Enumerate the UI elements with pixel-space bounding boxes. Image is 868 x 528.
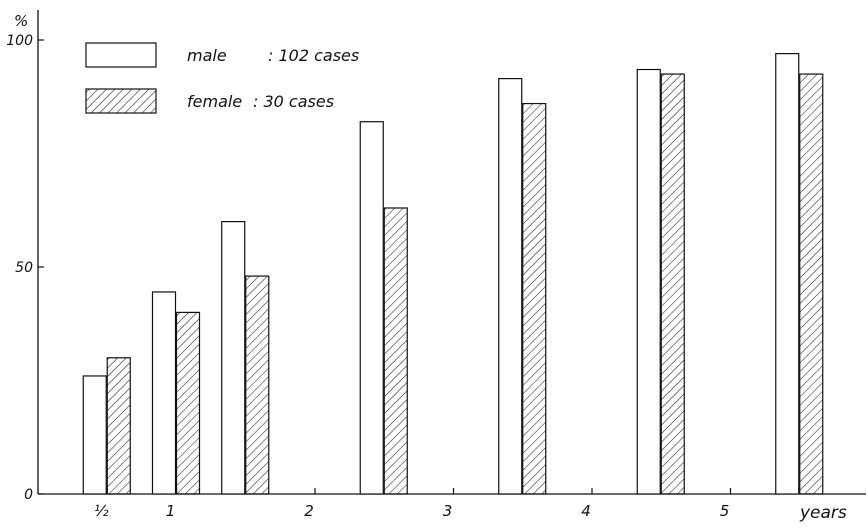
bar-female — [799, 73, 824, 495]
y-tick-label: 0 — [24, 487, 33, 503]
bar-female — [522, 102, 547, 495]
x-tick-label: 5 — [720, 502, 730, 520]
bar-male — [359, 121, 384, 495]
bars — [82, 53, 824, 495]
x-tick-label: 2 — [304, 502, 314, 520]
y-axis-label: % — [14, 12, 28, 30]
legend: male : 102 cases female : 30 cases — [85, 42, 359, 114]
bar-male — [498, 77, 523, 495]
x-tick-label: 1 — [166, 502, 176, 520]
legend-swatch-male — [85, 42, 157, 68]
x-tick-label: 3 — [443, 502, 453, 520]
bar-female — [383, 207, 408, 495]
bar-male — [151, 291, 177, 495]
legend-label-male: male — [187, 46, 227, 65]
x-tick-label: ½ — [94, 502, 109, 520]
bar-male — [221, 221, 246, 495]
y-tick-label: 50 — [15, 260, 33, 276]
bar-male — [775, 53, 800, 495]
bar-female — [106, 357, 131, 495]
legend-swatch-female — [85, 88, 157, 114]
bar-female — [245, 275, 270, 495]
bar-male — [636, 68, 661, 495]
y-ticks: 0 50 100 — [6, 33, 44, 503]
bar-female — [175, 311, 201, 495]
x-ticks: ½ 1 2 3 4 5 — [94, 488, 732, 520]
legend-count-female: : 30 cases — [253, 92, 334, 111]
x-tick-label: 4 — [581, 502, 591, 520]
x-axis-label: years — [799, 503, 847, 523]
legend-label-female: female — [187, 92, 242, 111]
legend-count-male: : 102 cases — [268, 46, 359, 65]
y-tick-label: 100 — [6, 33, 33, 49]
bar-female — [660, 73, 685, 495]
bar-male — [82, 375, 107, 495]
